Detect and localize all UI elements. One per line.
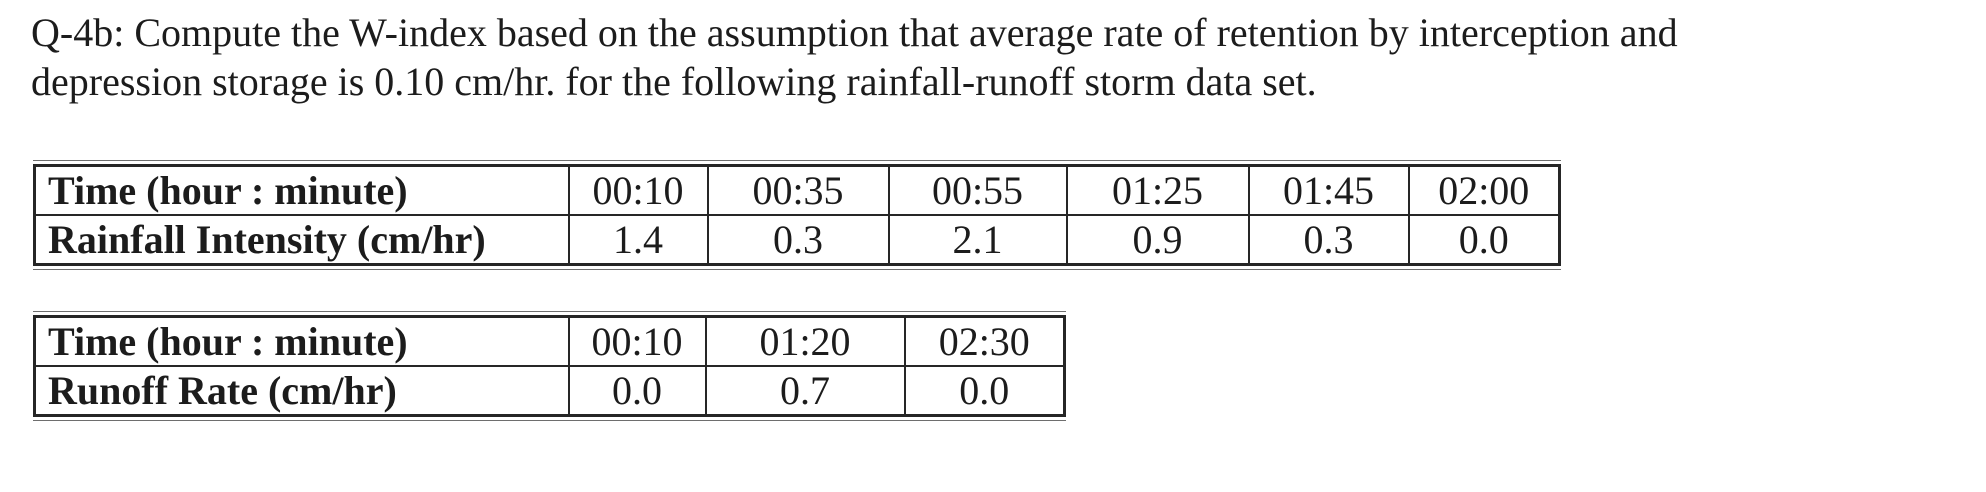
question-text: Q-4b: Compute the W-index based on the a…	[31, 8, 1678, 106]
runoff-rate-cell: 0.0	[903, 365, 1066, 417]
rainfall-intensity-cell: 0.9	[1065, 214, 1250, 266]
runoff-time-row: Time (hour : minute) 00:10 01:20 02:30	[33, 315, 1066, 367]
rainfall-time-cell: 01:25	[1065, 164, 1250, 216]
runoff-time-row-header: Time (hour : minute)	[33, 315, 570, 367]
runoff-rate-row: Runoff Rate (cm/hr) 0.0 0.7 0.0	[33, 365, 1066, 417]
runoff-time-cell: 01:20	[704, 315, 906, 367]
rainfall-time-cell: 00:35	[706, 164, 890, 216]
runoff-rate-row-header: Runoff Rate (cm/hr)	[33, 365, 570, 417]
runoff-rate-cell: 0.7	[704, 365, 906, 417]
rainfall-time-cell: 02:00	[1407, 164, 1561, 216]
rainfall-time-cell: 00:55	[887, 164, 1068, 216]
rainfall-intensity-row: Rainfall Intensity (cm/hr) 1.4 0.3 2.1 0…	[33, 214, 1561, 266]
runoff-table-frame: Time (hour : minute) 00:10 01:20 02:30 R…	[33, 311, 1066, 421]
question-line-1: Q-4b: Compute the W-index based on the a…	[31, 10, 1678, 55]
rainfall-time-cell: 01:45	[1247, 164, 1410, 216]
question-line-2: depression storage is 0.10 cm/hr. for th…	[31, 59, 1317, 104]
runoff-time-cell: 00:10	[567, 315, 707, 367]
rainfall-intensity-cell: 0.0	[1407, 214, 1561, 266]
rainfall-intensity-row-header: Rainfall Intensity (cm/hr)	[33, 214, 570, 266]
rainfall-time-row: Time (hour : minute) 00:10 00:35 00:55 0…	[33, 164, 1561, 216]
rainfall-intensity-cell: 0.3	[1247, 214, 1410, 266]
rainfall-intensity-cell: 2.1	[887, 214, 1068, 266]
rainfall-table-frame: Time (hour : minute) 00:10 00:35 00:55 0…	[33, 160, 1561, 270]
rainfall-intensity-cell: 0.3	[706, 214, 890, 266]
runoff-table: Time (hour : minute) 00:10 01:20 02:30 R…	[33, 315, 1066, 417]
rainfall-table: Time (hour : minute) 00:10 00:35 00:55 0…	[33, 164, 1561, 266]
rainfall-time-cell: 00:10	[567, 164, 709, 216]
runoff-rate-cell: 0.0	[567, 365, 707, 417]
rainfall-intensity-cell: 1.4	[567, 214, 709, 266]
rainfall-time-row-header: Time (hour : minute)	[33, 164, 570, 216]
runoff-time-cell: 02:30	[903, 315, 1066, 367]
